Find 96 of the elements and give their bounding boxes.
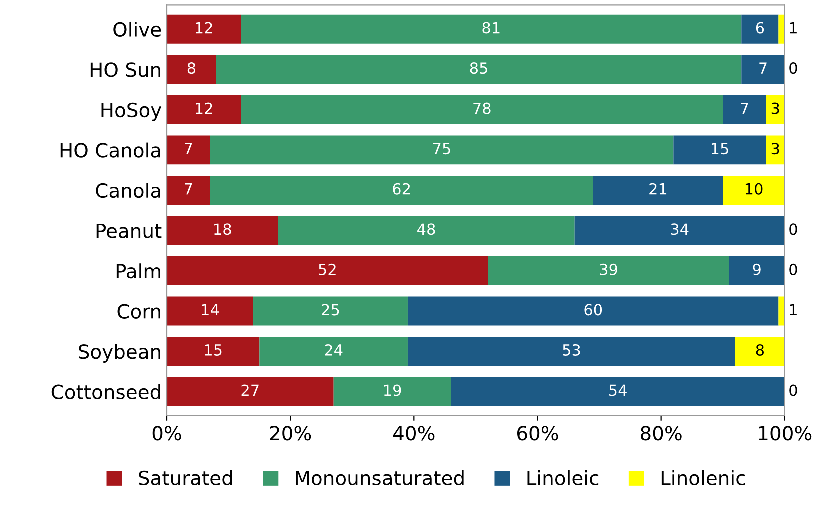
- bar: [210, 176, 594, 205]
- data-label: 18: [214, 224, 232, 236]
- data-label: 39: [600, 264, 618, 276]
- data-label: 0: [790, 62, 798, 74]
- data-label: 81: [482, 22, 500, 34]
- x-tick-label: 100%: [759, 426, 812, 441]
- data-label: 75: [434, 143, 450, 155]
- bar: [167, 377, 334, 406]
- legend-label: Linolenic: [662, 470, 746, 486]
- data-label: 53: [563, 344, 580, 356]
- data-label: 14: [202, 304, 220, 316]
- legend-label: Linoleic: [528, 470, 599, 486]
- data-label: 62: [393, 183, 410, 195]
- bar: [260, 337, 408, 366]
- y-tick-label: Soybean: [79, 344, 160, 363]
- data-label: 24: [325, 344, 343, 356]
- data-label: 52: [319, 264, 336, 276]
- bar: [167, 136, 210, 165]
- data-label: 3: [772, 102, 780, 114]
- bar: [729, 256, 785, 286]
- x-tick-label: 20%: [270, 426, 312, 441]
- y-tick-label: Canola: [96, 183, 160, 198]
- y-tick-label: HO Canola: [60, 142, 160, 158]
- data-label: 9: [753, 264, 761, 276]
- bar: [742, 14, 779, 44]
- bar: [334, 377, 452, 406]
- data-label: 8: [756, 344, 764, 356]
- data-label: 7: [760, 62, 767, 74]
- y-tick-label: Cottonseed: [52, 384, 160, 400]
- bar: [254, 296, 408, 326]
- data-label: 19: [384, 384, 402, 396]
- x-tick-label: 40%: [394, 426, 435, 441]
- bar: [574, 216, 785, 246]
- data-label: 1: [790, 304, 797, 316]
- data-label: 48: [418, 224, 436, 236]
- x-tick-label: 0%: [152, 426, 182, 441]
- data-label: 7: [185, 184, 192, 195]
- data-label: 8: [188, 62, 196, 74]
- bar: [408, 296, 779, 326]
- legend-label: Monounsaturated: [296, 470, 464, 486]
- bar: [742, 55, 785, 84]
- bar: [778, 296, 785, 326]
- data-label: 34: [671, 224, 689, 236]
- data-label: 27: [242, 384, 259, 396]
- data-label: 15: [712, 143, 728, 155]
- data-label: 12: [196, 22, 212, 34]
- bar: [766, 95, 785, 124]
- data-label: 54: [610, 384, 627, 396]
- bar: [210, 136, 674, 165]
- bar: [451, 377, 785, 406]
- bar: [593, 176, 724, 205]
- bar: [766, 136, 785, 165]
- bar: [167, 256, 488, 286]
- legend-label: Saturated: [139, 470, 232, 486]
- bar: [241, 95, 724, 124]
- data-label: 3: [772, 143, 780, 155]
- data-label: 0: [790, 224, 798, 236]
- data-label: 21: [650, 183, 667, 195]
- y-tick-label: Palm: [116, 264, 160, 279]
- data-label: 7: [185, 143, 192, 154]
- data-label: 25: [322, 304, 340, 316]
- bar: [167, 55, 216, 84]
- bar: [723, 95, 766, 124]
- y-tick-label: Olive: [114, 22, 162, 38]
- data-label: 7: [741, 102, 748, 114]
- y-tick-label: HoSoy: [102, 102, 162, 122]
- y-tick-label: Peanut: [96, 224, 162, 238]
- bar: [778, 14, 785, 44]
- data-label: 0: [790, 384, 798, 396]
- data-label: 1: [790, 22, 797, 34]
- bar: [167, 95, 242, 124]
- bar: [167, 176, 210, 205]
- bar: [723, 176, 785, 205]
- bar: [167, 14, 242, 44]
- data-label: 60: [584, 304, 602, 316]
- data-label: 6: [756, 22, 764, 34]
- bar: [408, 337, 736, 366]
- data-label: 85: [470, 62, 488, 74]
- bar: [488, 256, 730, 286]
- data-label: 0: [790, 264, 798, 276]
- bar: [735, 337, 785, 366]
- data-label: 15: [205, 344, 222, 356]
- x-tick-label: 60%: [517, 426, 558, 441]
- bar: [241, 14, 742, 44]
- bar: [167, 216, 278, 246]
- data-label: 12: [196, 102, 212, 114]
- data-label: 78: [474, 102, 491, 114]
- bar: [216, 55, 742, 84]
- bar: [167, 296, 254, 326]
- y-tick-label: HO Sun: [90, 62, 160, 78]
- x-tick-label: 80%: [641, 426, 682, 441]
- bar: [167, 337, 260, 366]
- bar: [278, 216, 575, 246]
- bar: [674, 136, 766, 165]
- y-tick-label: Corn: [118, 304, 160, 319]
- data-label: 10: [746, 183, 763, 195]
